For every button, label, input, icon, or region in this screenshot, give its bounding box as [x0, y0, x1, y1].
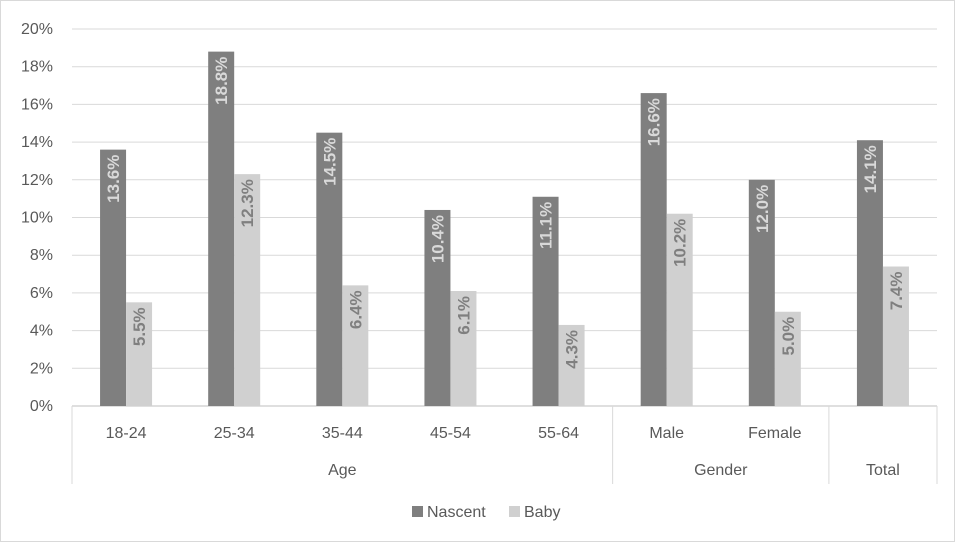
data-label: 6.1%	[454, 296, 473, 335]
bar-nascent	[424, 209, 451, 406]
group-label: Gender	[694, 462, 748, 479]
y-tick-label: 10%	[21, 210, 53, 227]
y-tick-label: 4%	[30, 323, 53, 340]
bar-nascent	[532, 196, 559, 406]
group-label: Age	[328, 462, 357, 479]
bar-nascent	[748, 179, 775, 406]
y-tick-label: 2%	[30, 360, 53, 377]
category-label: 35-44	[322, 425, 363, 442]
category-label: 25-34	[214, 425, 255, 442]
y-tick-label: 18%	[21, 59, 53, 76]
data-label: 10.2%	[671, 219, 690, 267]
data-label: 11.1%	[537, 202, 556, 249]
data-label: 12.3%	[238, 179, 257, 227]
legend-swatch-nascent	[412, 506, 423, 517]
category-label: 45-54	[430, 425, 471, 442]
y-tick-label: 20%	[21, 21, 53, 38]
bar-baby	[882, 266, 909, 406]
bar-nascent	[100, 149, 127, 406]
category-label: Female	[748, 425, 801, 442]
bar-baby	[450, 291, 477, 406]
bar-nascent	[316, 132, 343, 407]
data-label: 16.6%	[645, 98, 664, 146]
data-label: 7.4%	[887, 272, 906, 311]
legend-label-nascent: Nascent	[427, 504, 486, 521]
bar-baby	[558, 324, 585, 406]
category-label: 55-64	[538, 425, 579, 442]
data-label: 6.4%	[346, 290, 365, 329]
data-label: 14.5%	[320, 138, 339, 186]
category-label: Male	[649, 425, 684, 442]
y-tick-label: 16%	[21, 96, 53, 113]
bar-nascent	[640, 93, 667, 406]
y-tick-label: 0%	[30, 398, 53, 415]
data-label: 13.6%	[104, 155, 123, 203]
y-tick-label: 12%	[21, 172, 53, 189]
y-tick-label: 8%	[30, 247, 53, 264]
category-label: 18-24	[106, 425, 147, 442]
legend-swatch-baby	[509, 506, 520, 517]
group-label: Total	[866, 462, 900, 479]
bar-nascent	[856, 140, 883, 406]
data-label: 5.5%	[130, 307, 149, 346]
bar-baby	[774, 311, 801, 406]
bar-nascent	[208, 51, 235, 407]
bar-baby	[234, 174, 261, 406]
bar-baby	[666, 213, 693, 406]
bar-baby	[126, 302, 153, 406]
y-tick-label: 6%	[30, 285, 53, 302]
data-label: 18.8%	[212, 57, 231, 105]
data-label: 10.4%	[428, 215, 447, 263]
bar-baby	[342, 285, 369, 406]
data-label: 12.0%	[753, 185, 772, 233]
y-tick-label: 14%	[21, 134, 53, 151]
data-label: 5.0%	[779, 317, 798, 356]
data-label: 14.1%	[861, 145, 880, 193]
data-label: 4.3%	[563, 330, 582, 369]
legend-label-baby: Baby	[524, 504, 560, 521]
